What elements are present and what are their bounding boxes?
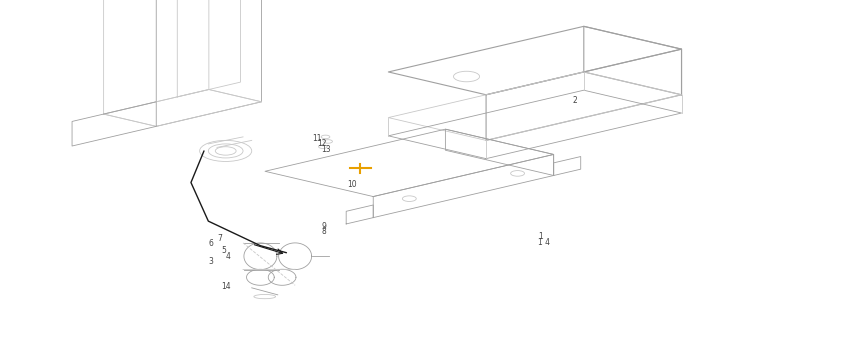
Text: 2: 2 <box>573 95 577 105</box>
Text: 7: 7 <box>217 234 222 243</box>
Text: 8: 8 <box>321 227 326 236</box>
Text: 9: 9 <box>321 222 326 231</box>
Text: 1 4: 1 4 <box>538 238 550 247</box>
Text: 11: 11 <box>312 134 322 143</box>
Text: 5: 5 <box>221 246 227 256</box>
Text: 4: 4 <box>226 252 231 261</box>
Text: 6: 6 <box>208 239 214 249</box>
Text: 1: 1 <box>538 232 542 241</box>
Text: 3: 3 <box>208 257 214 266</box>
Text: 14: 14 <box>221 282 231 291</box>
Text: 13: 13 <box>321 145 331 154</box>
Text: 12: 12 <box>317 139 326 148</box>
Text: 10: 10 <box>347 180 357 189</box>
